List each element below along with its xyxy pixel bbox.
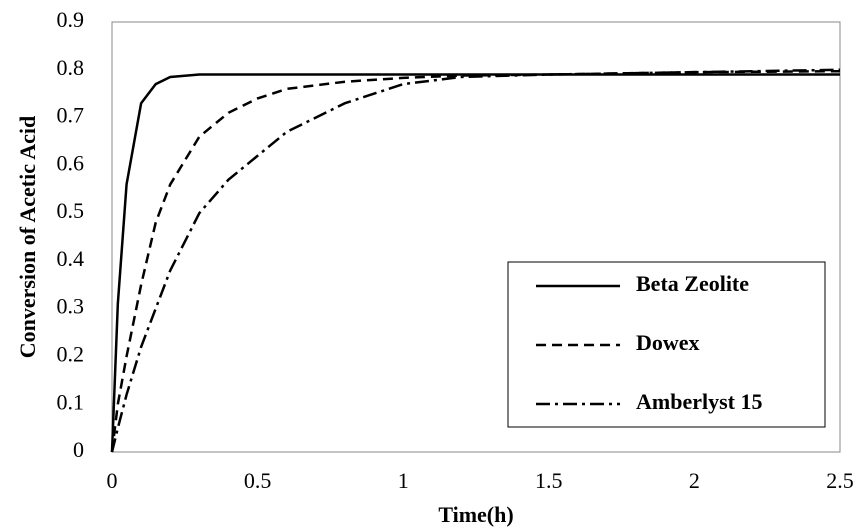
x-tick-label: 0	[107, 468, 118, 493]
x-tick-label: 1.5	[535, 468, 563, 493]
y-tick-label: 0.9	[57, 7, 85, 32]
x-tick-label: 0.5	[244, 468, 272, 493]
x-axis-title: Time(h)	[438, 502, 513, 527]
y-tick-label: 0.7	[57, 103, 85, 128]
y-tick-label: 0.8	[57, 55, 85, 80]
y-tick-label: 0.2	[57, 341, 85, 366]
y-axis-title: Conversion of Acetic Acid	[15, 116, 40, 359]
chart: Time(h) Conversion of Acetic Acid 0 0.1 0.…	[0, 0, 861, 530]
page: Time(h) Conversion of Acetic Acid 0 0.1 0.…	[0, 0, 861, 530]
y-tick-label: 0	[73, 437, 84, 462]
y-tick-label: 0.4	[57, 246, 85, 271]
legend-label: Dowex	[636, 330, 700, 355]
y-tick-label: 0.1	[57, 389, 85, 414]
y-tick-label: 0.3	[57, 294, 85, 319]
y-tick-label: 0.6	[57, 150, 85, 175]
x-tick-label: 1	[398, 468, 409, 493]
x-tick-label: 2.5	[826, 468, 854, 493]
legend-label: Beta Zeolite	[636, 271, 749, 296]
x-tick-label: 2	[689, 468, 700, 493]
legend-label: Amberlyst 15	[636, 389, 762, 414]
y-tick-label: 0.5	[57, 198, 85, 223]
